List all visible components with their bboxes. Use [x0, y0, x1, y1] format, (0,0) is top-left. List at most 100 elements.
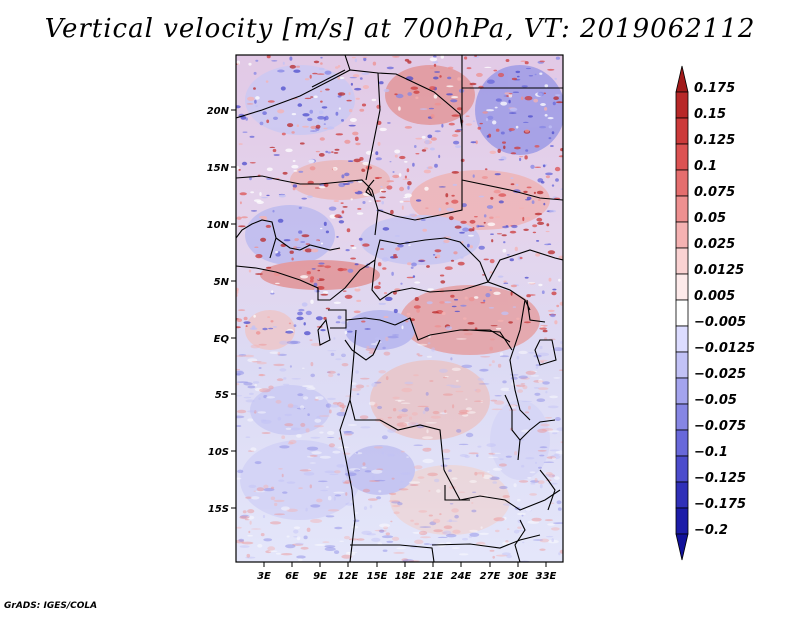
field-speckle — [341, 554, 353, 559]
field-speckle — [456, 429, 462, 433]
field-speckle — [395, 93, 404, 99]
lon-label: 27E — [480, 571, 501, 582]
field-speckle — [277, 351, 281, 356]
field-speckle — [516, 512, 526, 516]
field-speckle — [289, 64, 296, 69]
field-speckle — [309, 339, 313, 341]
field-speckle — [354, 136, 359, 141]
field-speckle — [236, 368, 241, 371]
field-speckle — [463, 317, 467, 320]
legend-color-box — [675, 273, 689, 301]
field-speckle — [275, 253, 281, 257]
field-speckle — [490, 233, 494, 235]
field-speckle — [374, 403, 378, 408]
field-speckle — [302, 125, 309, 128]
field-speckle — [270, 320, 274, 323]
field-speckle — [310, 299, 314, 304]
field-speckle — [303, 396, 309, 400]
field-speckle — [308, 159, 315, 164]
legend-label: 0.175 — [694, 81, 735, 96]
field-speckle — [323, 116, 327, 121]
field-speckle — [491, 239, 494, 243]
field-speckle — [333, 200, 340, 202]
field-speckle — [418, 530, 428, 536]
field-speckle — [289, 250, 294, 254]
field-speckle — [305, 507, 308, 512]
field-speckle — [413, 305, 421, 309]
field-speckle — [348, 124, 356, 127]
field-speckle — [310, 519, 323, 523]
field-speckle — [341, 363, 349, 367]
lat-label: 15N — [207, 163, 230, 174]
field-speckle — [538, 283, 543, 287]
field-speckle — [539, 538, 550, 543]
field-speckle — [422, 458, 434, 464]
field-speckle — [523, 190, 528, 194]
field-speckle — [236, 383, 240, 386]
field-speckle — [337, 373, 340, 376]
field-speckle — [407, 185, 410, 190]
field-speckle — [544, 472, 550, 474]
field-speckle — [429, 521, 437, 526]
field-speckle — [476, 471, 485, 475]
field-speckle — [369, 480, 381, 482]
field-speckle — [489, 338, 495, 341]
field-speckle — [407, 422, 419, 426]
field-speckle — [351, 525, 359, 529]
field-speckle — [250, 447, 257, 452]
field-speckle — [417, 405, 429, 408]
field-speckle — [335, 66, 339, 69]
field-speckle — [480, 526, 483, 529]
field-speckle — [298, 558, 303, 562]
field-speckle — [526, 196, 532, 200]
field-speckle — [400, 282, 403, 285]
field-speckle — [411, 412, 418, 416]
field-speckle — [346, 228, 351, 233]
field-speckle — [537, 199, 541, 201]
field-speckle — [304, 78, 310, 81]
field-speckle — [297, 103, 303, 107]
field-speckle — [334, 470, 341, 474]
field-speckle — [462, 537, 468, 541]
field-speckle — [510, 284, 517, 288]
field-speckle — [510, 291, 513, 296]
field-speckle — [278, 479, 285, 482]
field-speckle — [479, 532, 489, 535]
field-speckle — [283, 377, 287, 380]
field-speckle — [352, 131, 359, 136]
field-speckle — [335, 111, 339, 116]
field-speckle — [556, 101, 563, 104]
field-speckle — [382, 549, 388, 552]
field-speckle — [469, 529, 478, 533]
field-speckle — [361, 530, 372, 535]
field-speckle — [249, 162, 256, 164]
field-speckle — [467, 243, 470, 248]
field-speckle — [552, 457, 556, 460]
field-speckle — [381, 435, 388, 440]
legend-label: −0.005 — [694, 315, 746, 330]
field-speckle — [495, 554, 508, 557]
field-speckle — [439, 75, 442, 78]
field-speckle — [472, 491, 477, 493]
field-speckle — [497, 72, 505, 78]
field-speckle — [459, 231, 465, 234]
field-speckle — [516, 75, 520, 78]
field-speckle — [495, 98, 502, 102]
field-speckle — [294, 238, 300, 242]
field-speckle — [325, 515, 335, 518]
field-speckle — [329, 473, 339, 476]
field-speckle — [425, 422, 438, 424]
field-speckle — [310, 130, 317, 132]
field-speckle — [460, 256, 464, 259]
field-speckle — [342, 206, 348, 208]
field-speckle — [501, 311, 509, 316]
field-speckle — [322, 541, 330, 543]
field-speckle — [252, 381, 260, 384]
field-speckle — [362, 85, 369, 89]
field-speckle — [385, 376, 389, 381]
field-speckle — [300, 241, 306, 243]
field-speckle — [467, 322, 475, 325]
field-speckle — [362, 488, 371, 493]
field-speckle — [254, 99, 257, 104]
field-speckle — [345, 249, 350, 252]
